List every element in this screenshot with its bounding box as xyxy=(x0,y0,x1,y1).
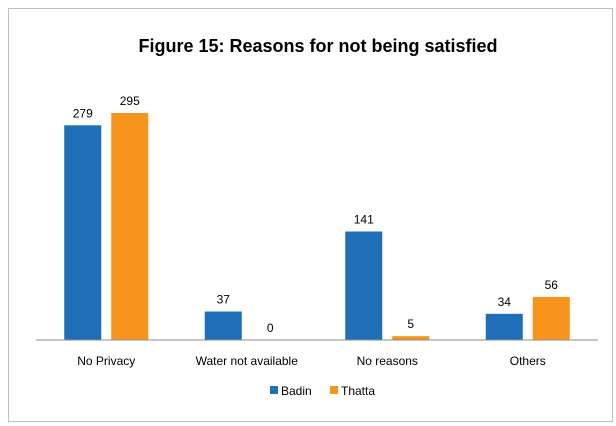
x-tick-label-2: Water not available xyxy=(196,354,299,368)
bar-thatta-3 xyxy=(392,336,430,340)
bar-badin-4 xyxy=(485,313,523,340)
x-tick-label-1: No Privacy xyxy=(77,354,135,368)
bar-thatta-4 xyxy=(532,296,570,340)
legend-label-thatta: Thatta xyxy=(341,384,375,398)
data-labels-group: 279 295 37 0 141 5 34 56 xyxy=(73,94,559,335)
bar-badin-2 xyxy=(204,311,242,340)
chart-title: Figure 15: Reasons for not being satisfi… xyxy=(138,36,497,56)
x-tick-label-4: Others xyxy=(510,354,546,368)
legend-swatch-badin xyxy=(270,386,278,394)
data-label-thatta-3: 5 xyxy=(407,317,414,331)
data-label-badin-3: 141 xyxy=(354,213,374,227)
legend-label-badin: Badin xyxy=(281,384,312,398)
data-label-thatta-2: 0 xyxy=(267,321,274,335)
legend: Badin Thatta xyxy=(270,384,375,398)
bar-badin-1 xyxy=(64,125,102,341)
legend-swatch-thatta xyxy=(330,386,338,394)
bar-badin-3 xyxy=(345,231,383,340)
x-tick-labels-group: No Privacy Water not available No reasons O… xyxy=(77,354,546,368)
data-label-badin-2: 37 xyxy=(217,293,231,307)
x-tick-label-3: No reasons xyxy=(357,354,418,368)
data-label-thatta-4: 56 xyxy=(545,278,559,292)
bars-group xyxy=(64,113,570,341)
data-label-thatta-1: 295 xyxy=(120,94,140,108)
data-label-badin-4: 34 xyxy=(498,295,512,309)
chart-frame xyxy=(8,8,613,422)
data-label-badin-1: 279 xyxy=(73,106,93,120)
bar-thatta-1 xyxy=(111,113,149,340)
